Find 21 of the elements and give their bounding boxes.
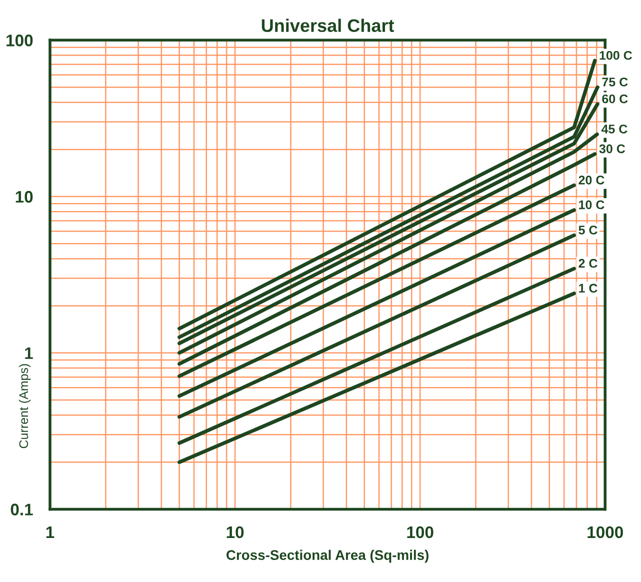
y-tick-label: 1: [25, 347, 33, 359]
y-axis-title: Current (Amps): [18, 364, 31, 448]
x-tick-label: 10: [226, 526, 244, 538]
series-label: 75 C: [602, 78, 628, 86]
series-label: 10 C: [579, 200, 604, 210]
x-tick-label: 1000: [588, 526, 623, 538]
x-tick-label: 1: [46, 526, 54, 538]
y-tick-label: 10: [16, 190, 33, 203]
series-label: 100 C: [600, 50, 632, 60]
chart-title: Universal Chart: [262, 18, 394, 32]
x-axis-title: Cross-Sectional Area (Sq-mils): [226, 550, 428, 563]
series-label: 60 C: [602, 94, 628, 104]
series-label: 20 C: [578, 176, 604, 184]
series-label: 30 C: [599, 144, 626, 154]
y-tick-label: 100: [6, 34, 33, 46]
x-tick-label: 100: [407, 526, 434, 538]
y-tick-label: 0.1: [10, 504, 33, 516]
series-label: 2 C: [578, 258, 598, 268]
series-label: 5 C: [578, 226, 598, 234]
series-label: 45 C: [601, 124, 628, 134]
series-label: 1 C: [579, 284, 598, 293]
